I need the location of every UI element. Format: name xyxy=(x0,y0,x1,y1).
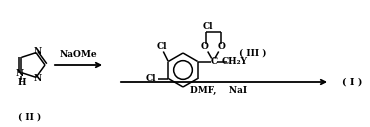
Text: ( I ): ( I ) xyxy=(342,77,362,86)
Text: ( II ): ( II ) xyxy=(18,113,41,122)
Text: Cl: Cl xyxy=(146,74,157,83)
Text: N: N xyxy=(34,74,42,83)
Text: O: O xyxy=(218,42,226,51)
Text: DMF,    NaI: DMF, NaI xyxy=(191,85,248,94)
Text: NaOMe: NaOMe xyxy=(60,50,97,59)
Text: N: N xyxy=(34,47,42,56)
Text: ( III ): ( III ) xyxy=(239,49,266,58)
Text: CH₂Y: CH₂Y xyxy=(222,57,248,66)
Text: Cl: Cl xyxy=(157,42,168,51)
Text: O: O xyxy=(201,42,209,51)
Text: H: H xyxy=(17,78,26,87)
Text: Cl: Cl xyxy=(202,22,213,31)
Text: C: C xyxy=(210,57,217,66)
Text: N: N xyxy=(16,69,24,78)
